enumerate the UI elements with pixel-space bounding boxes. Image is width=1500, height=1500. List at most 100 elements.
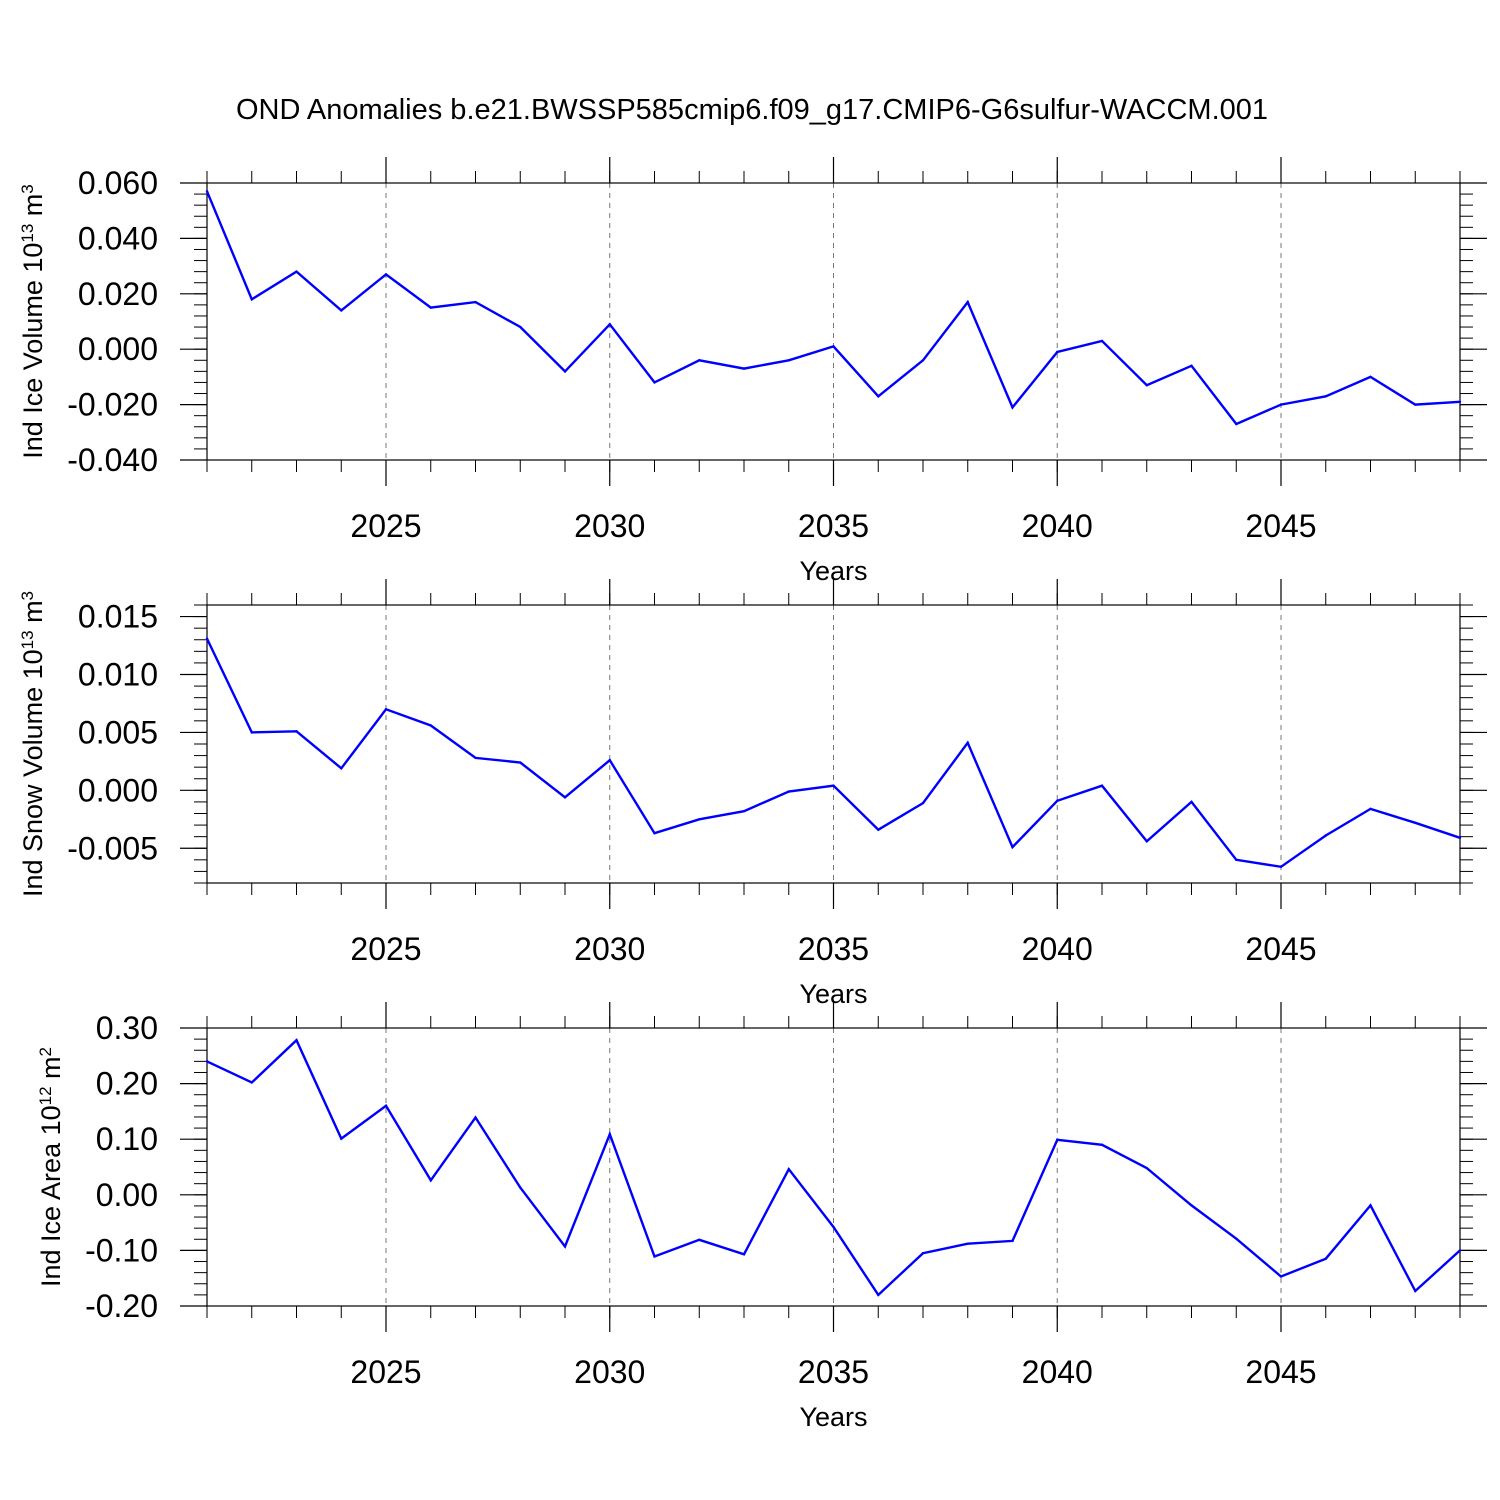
data-point xyxy=(966,300,969,304)
data-point xyxy=(295,1039,298,1042)
y-axis-label: Ind Ice Volume 1013 m3 xyxy=(18,184,49,459)
y-tick-label: -0.005 xyxy=(67,830,158,866)
x-tick-label: 2035 xyxy=(798,931,869,967)
data-point xyxy=(563,796,567,799)
data-point xyxy=(1190,800,1193,804)
data-point xyxy=(474,756,477,760)
y-axis-label-superscript: 12 xyxy=(36,1086,55,1105)
data-point xyxy=(250,731,253,734)
data-point xyxy=(1279,1275,1283,1278)
y-axis-label-superscript: 3 xyxy=(18,184,37,193)
data-point xyxy=(832,784,835,787)
data-point xyxy=(205,637,209,640)
data-point xyxy=(742,367,746,370)
y-axis-label-part: Ind Ice Volume 10 xyxy=(18,243,48,459)
data-point xyxy=(1369,807,1372,811)
data-point xyxy=(1190,1204,1193,1207)
data-point xyxy=(429,1179,432,1182)
data-point xyxy=(653,381,656,384)
data-point xyxy=(787,790,790,793)
data-point xyxy=(921,801,925,805)
x-tick-label: 2040 xyxy=(1022,1354,1093,1390)
y-tick-label: 0.000 xyxy=(78,331,158,367)
x-tick-label: 2025 xyxy=(350,508,421,544)
data-point xyxy=(1190,364,1193,368)
y-tick-label: -0.020 xyxy=(67,387,158,423)
data-point xyxy=(787,359,790,362)
x-tick-label: 2040 xyxy=(1022,931,1093,967)
y-axis-label: Ind Snow Volume 1013 m3 xyxy=(18,591,49,897)
data-point xyxy=(653,1255,656,1258)
data-point xyxy=(608,1132,611,1136)
data-point xyxy=(832,345,835,348)
data-point xyxy=(1235,1237,1238,1240)
x-tick-label: 2040 xyxy=(1022,508,1093,544)
data-point xyxy=(1056,799,1059,802)
x-tick-label: 2025 xyxy=(350,931,421,967)
data-point xyxy=(698,818,701,821)
data-point xyxy=(474,1116,477,1119)
data-point xyxy=(1279,865,1283,868)
x-axis-label: Years xyxy=(799,1402,867,1432)
data-point xyxy=(1324,395,1327,398)
y-tick-label: 0.040 xyxy=(78,220,158,256)
data-point xyxy=(608,323,611,326)
plot-panel-3: 2025 2030 2035 2040 2045 0.30 0.20 0.10 0.00 -0.1… xyxy=(36,1002,1487,1432)
x-tick-label: 2035 xyxy=(798,508,869,544)
data-point xyxy=(295,730,298,733)
y-tick-label: 0.10 xyxy=(96,1121,158,1157)
y-axis-label-superscript: 13 xyxy=(18,630,37,649)
data-point xyxy=(1279,403,1283,406)
data-point xyxy=(1369,375,1372,379)
data-point xyxy=(1100,1143,1104,1146)
x-tick-label: 2030 xyxy=(574,508,645,544)
data-point xyxy=(384,1104,388,1108)
data-point xyxy=(1458,1249,1462,1252)
y-axis-label: Ind Ice Area 1012 m2 xyxy=(36,1047,67,1287)
series-line xyxy=(205,638,1461,869)
y-axis-label-superscript: 3 xyxy=(18,591,37,600)
y-tick-label: 0.020 xyxy=(78,276,158,312)
data-point xyxy=(1100,339,1104,343)
y-axis-label-superscript: 13 xyxy=(18,224,37,243)
data-point xyxy=(1011,1239,1014,1243)
data-point xyxy=(787,1168,790,1171)
data-point xyxy=(205,1060,209,1063)
data-point xyxy=(1145,1166,1148,1170)
data-point xyxy=(921,1251,925,1255)
x-tick-label: 2045 xyxy=(1245,508,1316,544)
data-point xyxy=(1100,784,1104,787)
data-point xyxy=(519,761,522,764)
data-point xyxy=(698,1238,701,1242)
data-point xyxy=(340,309,343,312)
data-point xyxy=(653,831,656,835)
y-tick-label: 0.00 xyxy=(96,1177,158,1213)
data-point xyxy=(877,1293,880,1297)
data-point xyxy=(340,767,343,770)
data-point xyxy=(877,828,880,831)
data-point xyxy=(384,273,388,276)
y-tick-label: 0.005 xyxy=(78,714,158,750)
data-point xyxy=(1414,821,1417,824)
data-point xyxy=(1458,400,1462,404)
data-point xyxy=(742,1253,746,1256)
x-tick-label: 2045 xyxy=(1245,931,1316,967)
data-point xyxy=(1011,406,1014,409)
data-point xyxy=(250,298,253,301)
data-point xyxy=(1414,1289,1417,1293)
y-tick-label: 0.015 xyxy=(78,599,158,635)
y-tick-label: 0.30 xyxy=(96,1010,158,1046)
x-tick-label: 2035 xyxy=(798,1354,869,1390)
data-point xyxy=(1011,845,1014,849)
y-tick-label: 0.010 xyxy=(78,657,158,693)
data-point xyxy=(1145,840,1148,843)
y-axis-label-part: m xyxy=(18,194,48,224)
data-point xyxy=(1235,858,1238,862)
y-tick-label: -0.10 xyxy=(85,1232,158,1268)
data-point xyxy=(1324,1257,1327,1260)
data-point xyxy=(519,1186,522,1189)
data-point xyxy=(1458,836,1462,840)
x-tick-label: 2025 xyxy=(350,1354,421,1390)
y-tick-label: -0.20 xyxy=(85,1288,158,1324)
